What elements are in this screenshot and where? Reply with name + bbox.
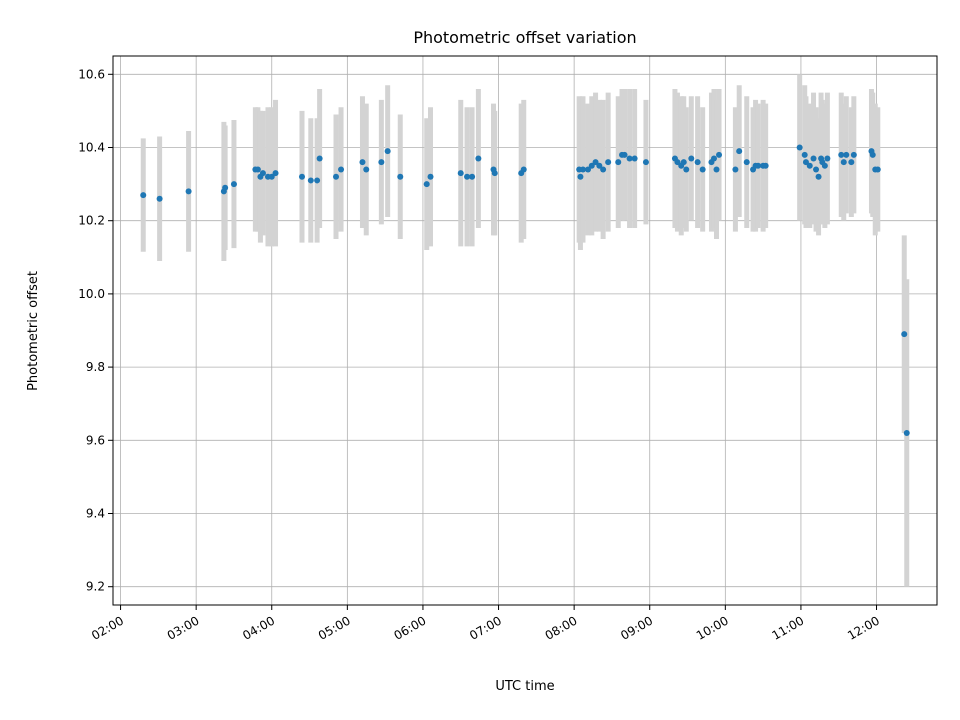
data-point bbox=[694, 159, 701, 166]
data-point bbox=[475, 155, 482, 162]
data-point bbox=[716, 151, 723, 158]
data-point bbox=[185, 188, 192, 195]
data-point bbox=[732, 166, 739, 173]
data-point bbox=[314, 177, 321, 184]
data-point bbox=[230, 181, 237, 188]
data-point bbox=[683, 166, 690, 173]
data-point bbox=[259, 170, 266, 177]
data-point bbox=[901, 331, 908, 338]
data-point bbox=[423, 181, 430, 188]
data-point bbox=[850, 151, 857, 158]
data-point bbox=[469, 173, 476, 180]
data-point bbox=[710, 155, 717, 162]
y-tick-label: 10.0 bbox=[78, 287, 105, 301]
data-point bbox=[874, 166, 881, 173]
y-tick-label: 10.6 bbox=[78, 67, 105, 81]
data-point bbox=[268, 173, 275, 180]
data-point bbox=[384, 148, 391, 155]
data-point bbox=[577, 173, 584, 180]
data-point bbox=[140, 192, 147, 199]
data-point bbox=[801, 151, 808, 158]
x-axis-label: UTC time bbox=[495, 679, 554, 694]
data-point bbox=[680, 159, 687, 166]
data-point bbox=[457, 170, 464, 177]
data-point bbox=[642, 159, 649, 166]
data-point bbox=[824, 155, 831, 162]
data-point bbox=[626, 155, 633, 162]
data-point bbox=[699, 166, 706, 173]
data-point bbox=[222, 184, 229, 191]
data-point bbox=[810, 155, 817, 162]
data-point bbox=[584, 166, 591, 173]
data-point bbox=[713, 166, 720, 173]
data-point bbox=[491, 170, 498, 177]
data-point bbox=[674, 159, 681, 166]
data-points bbox=[140, 144, 910, 436]
data-point bbox=[600, 166, 607, 173]
data-point bbox=[838, 151, 845, 158]
data-point bbox=[464, 173, 471, 180]
data-point bbox=[621, 151, 628, 158]
data-point bbox=[869, 151, 876, 158]
data-point bbox=[615, 159, 622, 166]
data-point bbox=[316, 155, 323, 162]
data-point bbox=[821, 162, 828, 169]
data-point bbox=[579, 166, 586, 173]
data-point bbox=[843, 151, 850, 158]
data-point bbox=[802, 159, 809, 166]
y-tick-label: 9.6 bbox=[86, 433, 105, 447]
data-point bbox=[307, 177, 314, 184]
y-tick-label: 9.2 bbox=[86, 580, 105, 594]
data-point bbox=[272, 170, 279, 177]
data-point bbox=[363, 166, 370, 173]
data-point bbox=[397, 173, 404, 180]
data-point bbox=[378, 159, 385, 166]
data-point bbox=[743, 159, 750, 166]
y-axis-label: Photometric offset bbox=[26, 271, 41, 391]
data-point bbox=[254, 166, 261, 173]
y-tick-label: 10.4 bbox=[78, 141, 105, 155]
data-point bbox=[605, 159, 612, 166]
data-point bbox=[688, 155, 695, 162]
data-point bbox=[359, 159, 366, 166]
data-point bbox=[588, 162, 595, 169]
y-tick-label: 10.2 bbox=[78, 214, 105, 228]
data-point bbox=[736, 148, 743, 155]
data-point bbox=[903, 429, 910, 436]
data-point bbox=[631, 155, 638, 162]
data-point bbox=[156, 195, 163, 202]
data-point bbox=[298, 173, 305, 180]
plot-frame bbox=[112, 55, 938, 606]
data-point bbox=[848, 159, 855, 166]
data-point bbox=[520, 166, 527, 173]
chart-title: Photometric offset variation bbox=[413, 28, 636, 47]
data-point bbox=[840, 159, 847, 166]
data-point bbox=[755, 162, 762, 169]
data-point bbox=[815, 173, 822, 180]
data-point bbox=[427, 173, 434, 180]
data-point bbox=[592, 159, 599, 166]
data-point bbox=[333, 173, 340, 180]
data-point bbox=[806, 162, 813, 169]
data-point bbox=[813, 166, 820, 173]
data-point bbox=[338, 166, 345, 173]
data-point bbox=[796, 144, 803, 151]
y-tick-label: 9.8 bbox=[86, 360, 105, 374]
y-tick-label: 9.4 bbox=[86, 507, 105, 521]
data-point bbox=[596, 162, 603, 169]
data-point bbox=[762, 162, 769, 169]
